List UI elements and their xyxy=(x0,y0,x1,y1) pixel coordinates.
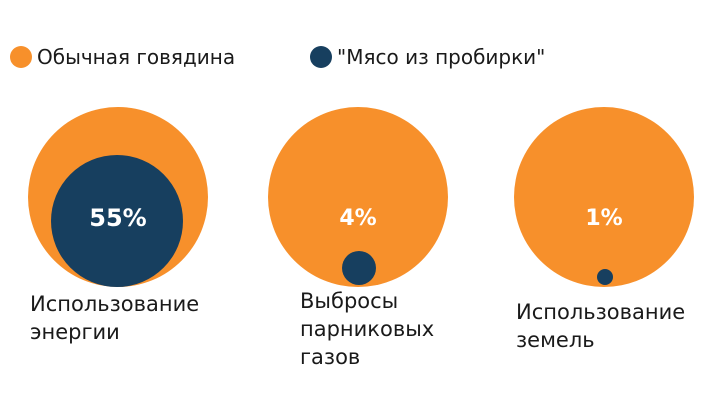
value-label-0: 55% xyxy=(89,204,146,232)
value-label-1: 4% xyxy=(339,206,376,231)
circle-conventional-beef-1 xyxy=(268,107,448,287)
value-label-2: 1% xyxy=(585,206,622,231)
category-label-line: земель xyxy=(516,328,595,352)
category-label-line: газов xyxy=(300,345,361,369)
circle-conventional-beef-2 xyxy=(514,107,694,287)
circle-lab-meat-2 xyxy=(597,269,613,285)
category-group-0: 55% xyxy=(28,107,208,287)
legend-label-conventional-beef: Обычная говядина xyxy=(37,45,236,69)
category-label-line: энергии xyxy=(30,320,120,344)
category-label-line: парниковых xyxy=(300,317,435,341)
legend-swatch-navy xyxy=(310,46,332,68)
legend-item-conventional-beef: Обычная говядина xyxy=(10,42,235,72)
category-group-2: 1% xyxy=(514,107,694,287)
circle-lab-meat-0 xyxy=(51,155,183,287)
legend-item-lab-meat: "Мясо из пробирки" xyxy=(310,42,545,72)
category-label-emissions: Выбросы парниковых газов xyxy=(300,287,480,371)
legend-label-lab-meat: "Мясо из пробирки" xyxy=(337,45,546,69)
category-label-energy: Использование энергии xyxy=(30,290,250,346)
legend-swatch-orange xyxy=(10,46,32,68)
category-group-1: 4% xyxy=(268,107,448,287)
circle-lab-meat-1 xyxy=(342,251,376,285)
category-label-line: Выбросы xyxy=(300,289,399,313)
category-label-line: Использование xyxy=(30,292,200,316)
category-label-land: Использование земель xyxy=(516,298,716,354)
category-label-line: Использование xyxy=(516,300,686,324)
